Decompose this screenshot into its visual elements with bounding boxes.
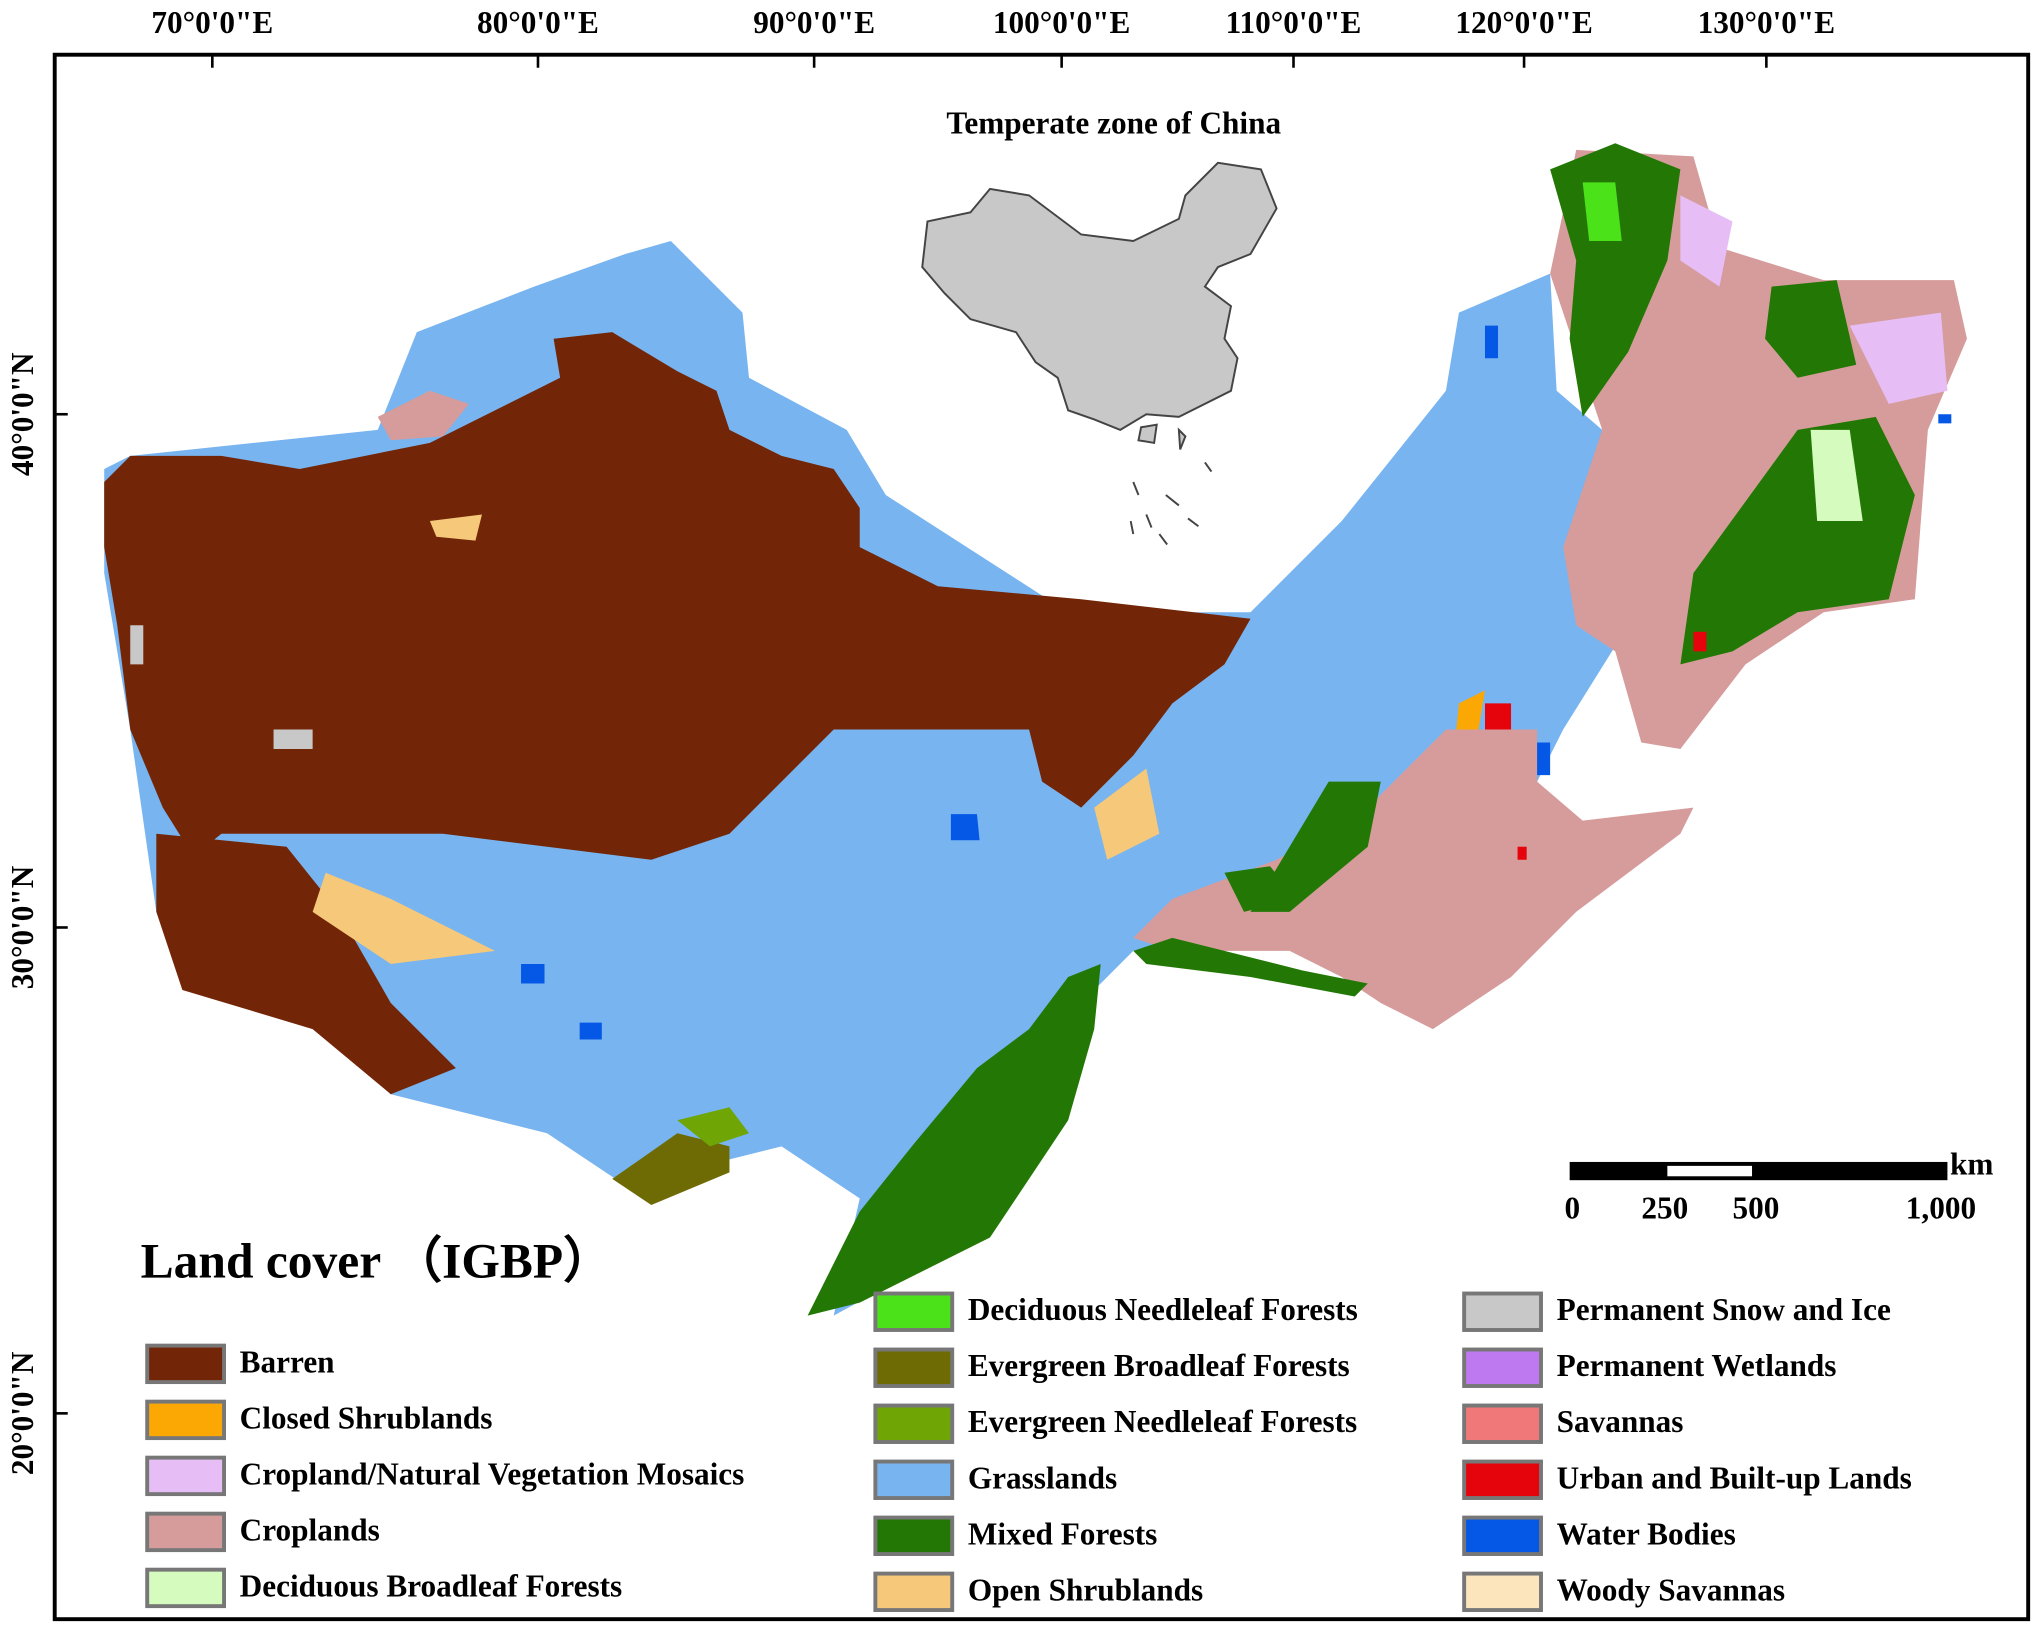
legend-label: Woody Savannas	[1557, 1572, 1785, 1607]
scale-bar-segment	[1569, 1161, 1948, 1181]
land-cover-region	[429, 514, 482, 541]
legend-swatch	[873, 1403, 955, 1444]
scale-bar: km	[1569, 1146, 1993, 1181]
legend-swatch	[1462, 1291, 1543, 1332]
legend-swatch	[145, 1567, 227, 1609]
legend-label: Water Bodies	[1557, 1516, 1736, 1551]
inset-islands	[1129, 423, 1213, 546]
land-cover-region	[1133, 937, 1368, 997]
land-cover-region	[1517, 846, 1527, 860]
legend-label: Savannas	[1557, 1404, 1684, 1439]
legend-label: Evergreen Broadleaf Forests	[968, 1348, 1350, 1383]
land-cover-region	[579, 1022, 602, 1040]
longitude-label: 80°0'0"E	[477, 5, 599, 40]
land-cover-region	[104, 332, 1251, 886]
inset-title: Temperate zone of China	[946, 106, 1281, 141]
scale-label: 500	[1732, 1191, 1779, 1226]
legend-label: Permanent Wetlands	[1557, 1348, 1837, 1383]
land-cover-region	[521, 963, 545, 984]
latitude-label: 30°0'0"N	[5, 865, 40, 989]
legend-swatch	[145, 1399, 227, 1441]
latitude-label: 40°0'0"N	[5, 352, 40, 476]
land-cover-region	[1938, 414, 1952, 424]
land-cover-region	[1094, 768, 1160, 860]
land-cover-region	[612, 1133, 730, 1205]
land-cover-region	[1250, 781, 1381, 912]
legend-swatch	[1462, 1403, 1543, 1444]
legend-label: Barren	[240, 1344, 335, 1379]
legend-label: Deciduous Needleleaf Forests	[968, 1292, 1358, 1327]
land-cover-regions	[104, 143, 1967, 1316]
legend-swatch	[873, 1515, 955, 1556]
land-cover-region	[377, 390, 469, 441]
legend-label: Mixed Forests	[968, 1516, 1157, 1551]
legend-swatch	[873, 1459, 955, 1500]
inset-map: Temperate zone of China	[921, 106, 1281, 546]
legend-swatch	[873, 1571, 955, 1613]
longitude-label: 100°0'0"E	[993, 5, 1130, 40]
scale-label: 250	[1641, 1191, 1688, 1226]
land-cover-region	[807, 963, 1101, 1316]
land-cover-region	[1456, 690, 1485, 730]
legend-swatch	[145, 1455, 227, 1497]
land-cover-region	[130, 625, 144, 665]
legend-swatch	[145, 1511, 227, 1553]
scale-label: 0	[1564, 1191, 1580, 1226]
land-cover-region	[1765, 280, 1857, 378]
land-cover-region	[1484, 325, 1499, 359]
land-cover-region	[677, 1107, 750, 1147]
scale-unit: km	[1950, 1146, 1993, 1181]
land-cover-region	[273, 729, 313, 750]
legend-swatch	[1462, 1515, 1543, 1556]
legend-label: Closed Shrublands	[240, 1400, 493, 1435]
legend-label: Croplands	[240, 1512, 380, 1547]
land-cover-region	[1693, 631, 1707, 652]
land-cover-region	[1810, 429, 1863, 522]
scale-bar-segment	[1667, 1165, 1753, 1177]
longitude-label: 120°0'0"E	[1455, 5, 1593, 40]
legend-swatch	[145, 1343, 227, 1385]
legend-label: Permanent Snow and Ice	[1557, 1292, 1891, 1327]
legend-swatch	[873, 1291, 955, 1332]
legend-label: Urban and Built-up Lands	[1557, 1460, 1912, 1495]
land-cover-region	[1582, 182, 1622, 241]
latitude-label: 20°0'0"N	[5, 1351, 40, 1475]
legend-label: Grasslands	[968, 1460, 1117, 1495]
scale-label: 1,000	[1906, 1191, 1976, 1226]
land-cover-region	[312, 872, 495, 964]
longitude-label: 130°0'0"E	[1698, 5, 1836, 40]
china-outline	[921, 161, 1278, 431]
land-cover-region	[1680, 195, 1733, 287]
longitude-label: 70°0'0"E	[151, 5, 273, 40]
land-cover-region	[1849, 312, 1948, 404]
legend-title: Land cover （IGBP）	[141, 1234, 613, 1289]
map-frame	[52, 52, 2031, 1622]
land-cover-region	[1550, 143, 1681, 417]
legend-swatch	[1462, 1459, 1543, 1500]
legend-label: Cropland/Natural Vegetation Mosaics	[240, 1456, 745, 1491]
land-cover-region	[1484, 703, 1512, 730]
legend-label: Open Shrublands	[968, 1572, 1203, 1607]
legend-swatch	[873, 1347, 955, 1388]
legend-label: Evergreen Needleleaf Forests	[968, 1404, 1357, 1439]
longitude-label: 90°0'0"E	[753, 5, 875, 40]
land-cover-region	[950, 814, 980, 841]
land-cover-region	[156, 833, 456, 1095]
legend-swatch	[1462, 1571, 1543, 1613]
land-cover-region	[1224, 866, 1297, 912]
land-cover-region	[1537, 742, 1551, 776]
legend-swatch	[1462, 1347, 1543, 1388]
legend-label: Deciduous Broadleaf Forests	[240, 1568, 623, 1603]
longitude-label: 110°0'0"E	[1226, 5, 1362, 40]
land-cover-region	[1133, 729, 1694, 1030]
